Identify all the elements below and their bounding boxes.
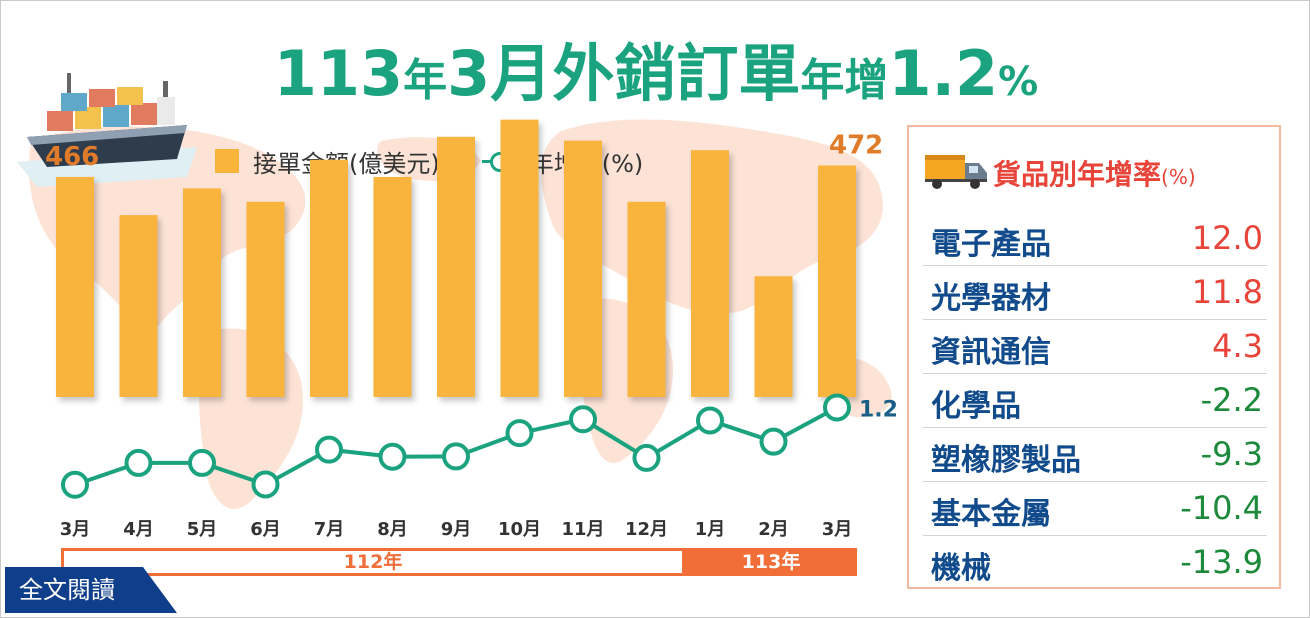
product-name: 光學器材: [931, 281, 1051, 316]
product-growth-value: 4.3: [1212, 327, 1263, 365]
growth-rate-point: [696, 406, 724, 435]
product-name: 塑橡膠製品: [931, 443, 1081, 478]
title-growth-percent: %: [998, 59, 1039, 105]
panel-header: 貨品別年增率(%): [909, 149, 1279, 191]
growth-rate-point: [632, 443, 661, 472]
panel-title-label: 貨品別年增率: [993, 158, 1162, 191]
page-title: 113年3月外銷訂單年增1.2%: [1, 23, 1309, 113]
product-growth-value: 11.8: [1191, 273, 1263, 311]
x-tick-label: 1月: [695, 519, 726, 540]
product-growth-value: -13.9: [1180, 543, 1263, 581]
product-name: 化學品: [931, 389, 1021, 424]
orders-chart: 3月 4月 5月 6月 7月 8月 9月 10月 11月 12月 1月 2月 3月 466 472 1.2: [45, 119, 898, 540]
x-tick-label: 3月: [822, 519, 853, 540]
product-name: 機械: [931, 551, 991, 586]
product-name: 資訊通信: [931, 335, 1051, 370]
x-tick-label: 11月: [561, 519, 604, 540]
cargo-ship-icon: [17, 73, 197, 187]
read-full-text-button[interactable]: 全文閱讀: [5, 567, 177, 613]
x-tick-label: 4月: [123, 519, 154, 540]
x-tick-label: 9月: [441, 519, 472, 540]
bar-113-jan: [691, 150, 729, 397]
growth-rate-point: [251, 470, 280, 499]
bar-113-mar: [818, 165, 856, 397]
year-groups: 112年 113年: [61, 548, 857, 576]
x-tick-label: 10月: [498, 519, 541, 540]
bar-112-oct: [500, 119, 539, 397]
panel-title-unit: (%): [1161, 165, 1196, 189]
product-growth-value: 12.0: [1191, 219, 1263, 257]
product-row-ict: 資訊通信 4.3: [923, 319, 1267, 374]
bar-112-mar: [56, 176, 94, 397]
truck-icon: [925, 155, 987, 189]
product-row-electronics: 電子產品 12.0: [923, 211, 1267, 266]
title-year-number: 113: [273, 37, 404, 110]
product-row-plastics: 塑橡膠製品 -9.3: [923, 427, 1267, 482]
growth-rate-point: [442, 442, 470, 471]
title-growth-label: 年增: [800, 55, 889, 106]
growth-rate-point: [124, 448, 153, 477]
bar-112-apr: [119, 215, 158, 397]
panel-title: 貨品別年增率(%): [993, 153, 1196, 193]
bar-113-feb: [754, 276, 793, 397]
x-tick-label: 8月: [377, 519, 408, 540]
title-growth-value: 1.2: [888, 37, 999, 110]
title-year-unit: 年: [403, 55, 448, 106]
x-tick-label: 6月: [250, 519, 281, 540]
growth-rate-point: [759, 427, 788, 456]
growth-rate-label-last: 1.2: [859, 397, 898, 422]
title-subject: 外銷訂單: [552, 37, 801, 110]
bar-112-may: [183, 188, 221, 397]
product-growth-value: -10.4: [1180, 489, 1263, 527]
growth-rate-point: [823, 393, 851, 422]
growth-rate-point: [569, 405, 597, 434]
growth-rate-point: [61, 470, 89, 499]
product-growth-panel: 貨品別年增率(%) 電子產品 12.0 光學器材 11.8 資訊通信 4.3 化…: [907, 125, 1281, 589]
x-tick-label: 3月: [60, 519, 91, 540]
product-growth-value: -9.3: [1200, 435, 1263, 473]
product-name: 電子產品: [931, 227, 1051, 262]
growth-rate-point: [315, 435, 343, 464]
bar-112-nov: [564, 140, 602, 397]
bar-112-jul: [310, 159, 348, 397]
bar-112-sep: [437, 136, 475, 397]
product-growth-value: -2.2: [1200, 381, 1263, 419]
x-tick-label: 2月: [758, 519, 789, 540]
x-tick-label: 5月: [187, 519, 218, 540]
bar-112-dec: [627, 201, 666, 397]
growth-rate-point: [505, 419, 534, 448]
product-row-machinery: 機械 -13.9: [923, 535, 1267, 589]
growth-rate-point: [378, 442, 407, 471]
product-row-chemicals: 化學品 -2.2: [923, 373, 1267, 428]
year-group-113: 113年: [685, 548, 857, 576]
bar-value-label-last: 472: [829, 130, 883, 160]
legend-bar-swatch: [215, 149, 239, 173]
bar-112-jun: [246, 201, 285, 397]
year-group-112: 112年: [61, 548, 685, 576]
x-tick-label: 7月: [314, 519, 345, 540]
bar-value-label-first: 466: [45, 142, 99, 172]
bar-112-aug: [373, 176, 412, 397]
product-row-base-metals: 基本金屬 -10.4: [923, 481, 1267, 536]
growth-rate-point: [188, 448, 216, 477]
title-month: 3月: [447, 37, 553, 110]
product-name: 基本金屬: [931, 497, 1051, 532]
x-tick-label: 12月: [625, 519, 668, 540]
product-row-optical: 光學器材 11.8: [923, 265, 1267, 320]
